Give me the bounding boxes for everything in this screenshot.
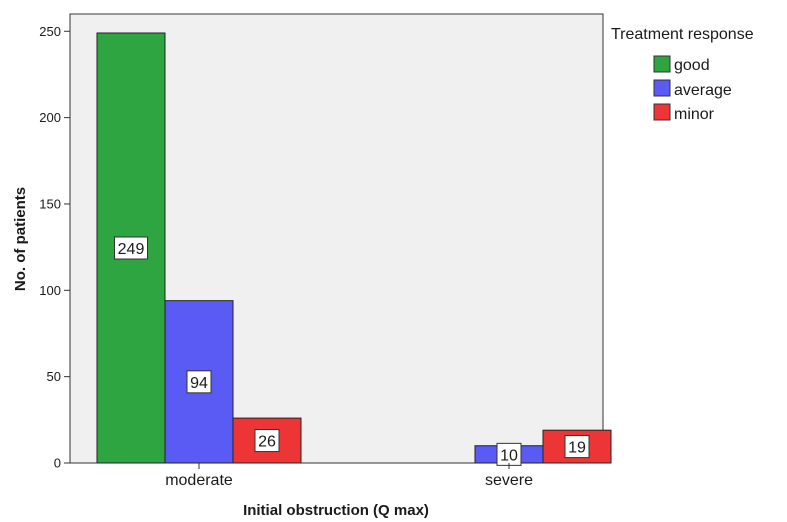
data-label: 249 <box>118 241 145 258</box>
x-axis: moderate severe <box>165 463 533 489</box>
y-tick-label: 50 <box>47 369 61 384</box>
data-label: 10 <box>500 447 518 464</box>
y-tick-label: 100 <box>39 283 61 298</box>
legend: Treatment response good average minor <box>611 26 754 123</box>
y-axis: 0 50 100 150 200 250 <box>39 24 70 471</box>
x-tick-label: severe <box>485 472 533 489</box>
y-tick-label: 200 <box>39 110 61 125</box>
y-tick-label: 0 <box>54 456 61 471</box>
legend-title: Treatment response <box>611 26 754 43</box>
x-axis-title: Initial obstruction (Q max) <box>243 502 429 519</box>
data-labels-group: 249 94 26 10 19 <box>114 236 590 466</box>
data-label: 26 <box>258 434 276 451</box>
legend-swatch-average <box>653 79 671 97</box>
x-tick-label: moderate <box>165 472 233 489</box>
legend-label-minor: minor <box>674 106 715 123</box>
legend-label-average: average <box>674 82 732 99</box>
legend-swatch-good <box>653 55 671 73</box>
legend-swatch-minor <box>653 103 671 121</box>
data-label: 19 <box>568 440 586 457</box>
data-label-box <box>114 236 148 260</box>
data-label: 94 <box>190 375 208 392</box>
y-tick-label: 250 <box>39 24 61 39</box>
y-tick-label: 150 <box>39 196 61 211</box>
legend-label-good: good <box>674 57 710 74</box>
y-axis-title: No. of patients <box>12 187 29 291</box>
data-label-box <box>186 370 212 394</box>
data-label-box <box>564 435 590 459</box>
data-label-box <box>254 429 280 453</box>
